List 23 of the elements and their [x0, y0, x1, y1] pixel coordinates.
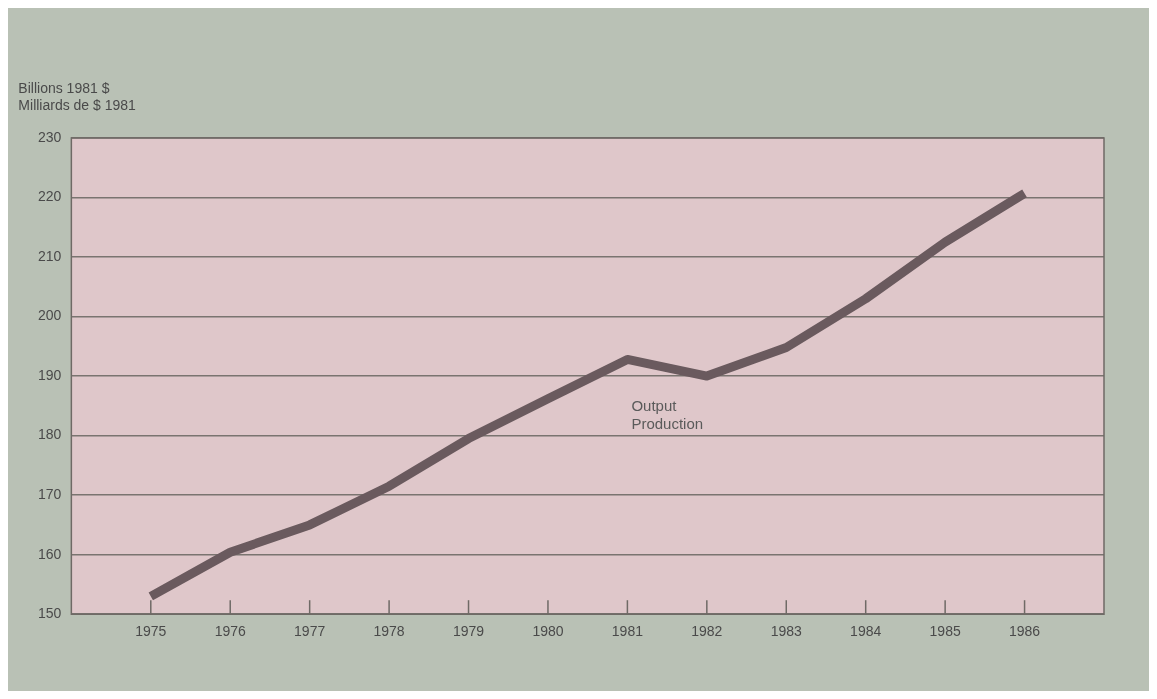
series-label: Output Production [631, 397, 704, 433]
x-tick-label: 1982 [691, 623, 723, 640]
y-tick-label: 190 [38, 366, 62, 383]
y-axis-title: Billions 1981 $ Milliards de $ 1981 [18, 79, 137, 113]
y-tick-label: 180 [38, 426, 62, 443]
x-tick-label: 1977 [294, 623, 326, 640]
x-tick-label: 1978 [373, 623, 405, 640]
x-tick-label: 1986 [1008, 623, 1041, 640]
x-tick-label: 1980 [532, 623, 564, 640]
x-tick-label: 1981 [611, 623, 644, 640]
x-tick-label: 1979 [452, 623, 485, 640]
y-tick-label: 160 [38, 545, 62, 562]
x-tick-label: 1983 [770, 623, 803, 640]
x-tick-label: 1976 [214, 623, 247, 640]
y-tick-label: 150 [38, 605, 62, 622]
y-tick-label: 170 [38, 486, 62, 503]
y-tick-label: 210 [38, 247, 62, 264]
x-tick-label: 1985 [929, 623, 961, 640]
x-tick-label: 1975 [135, 623, 167, 640]
y-tick-label: 200 [38, 307, 62, 324]
x-tick-label: 1984 [850, 623, 882, 640]
y-tick-label: 220 [38, 188, 62, 205]
y-tick-label: 230 [38, 128, 62, 145]
